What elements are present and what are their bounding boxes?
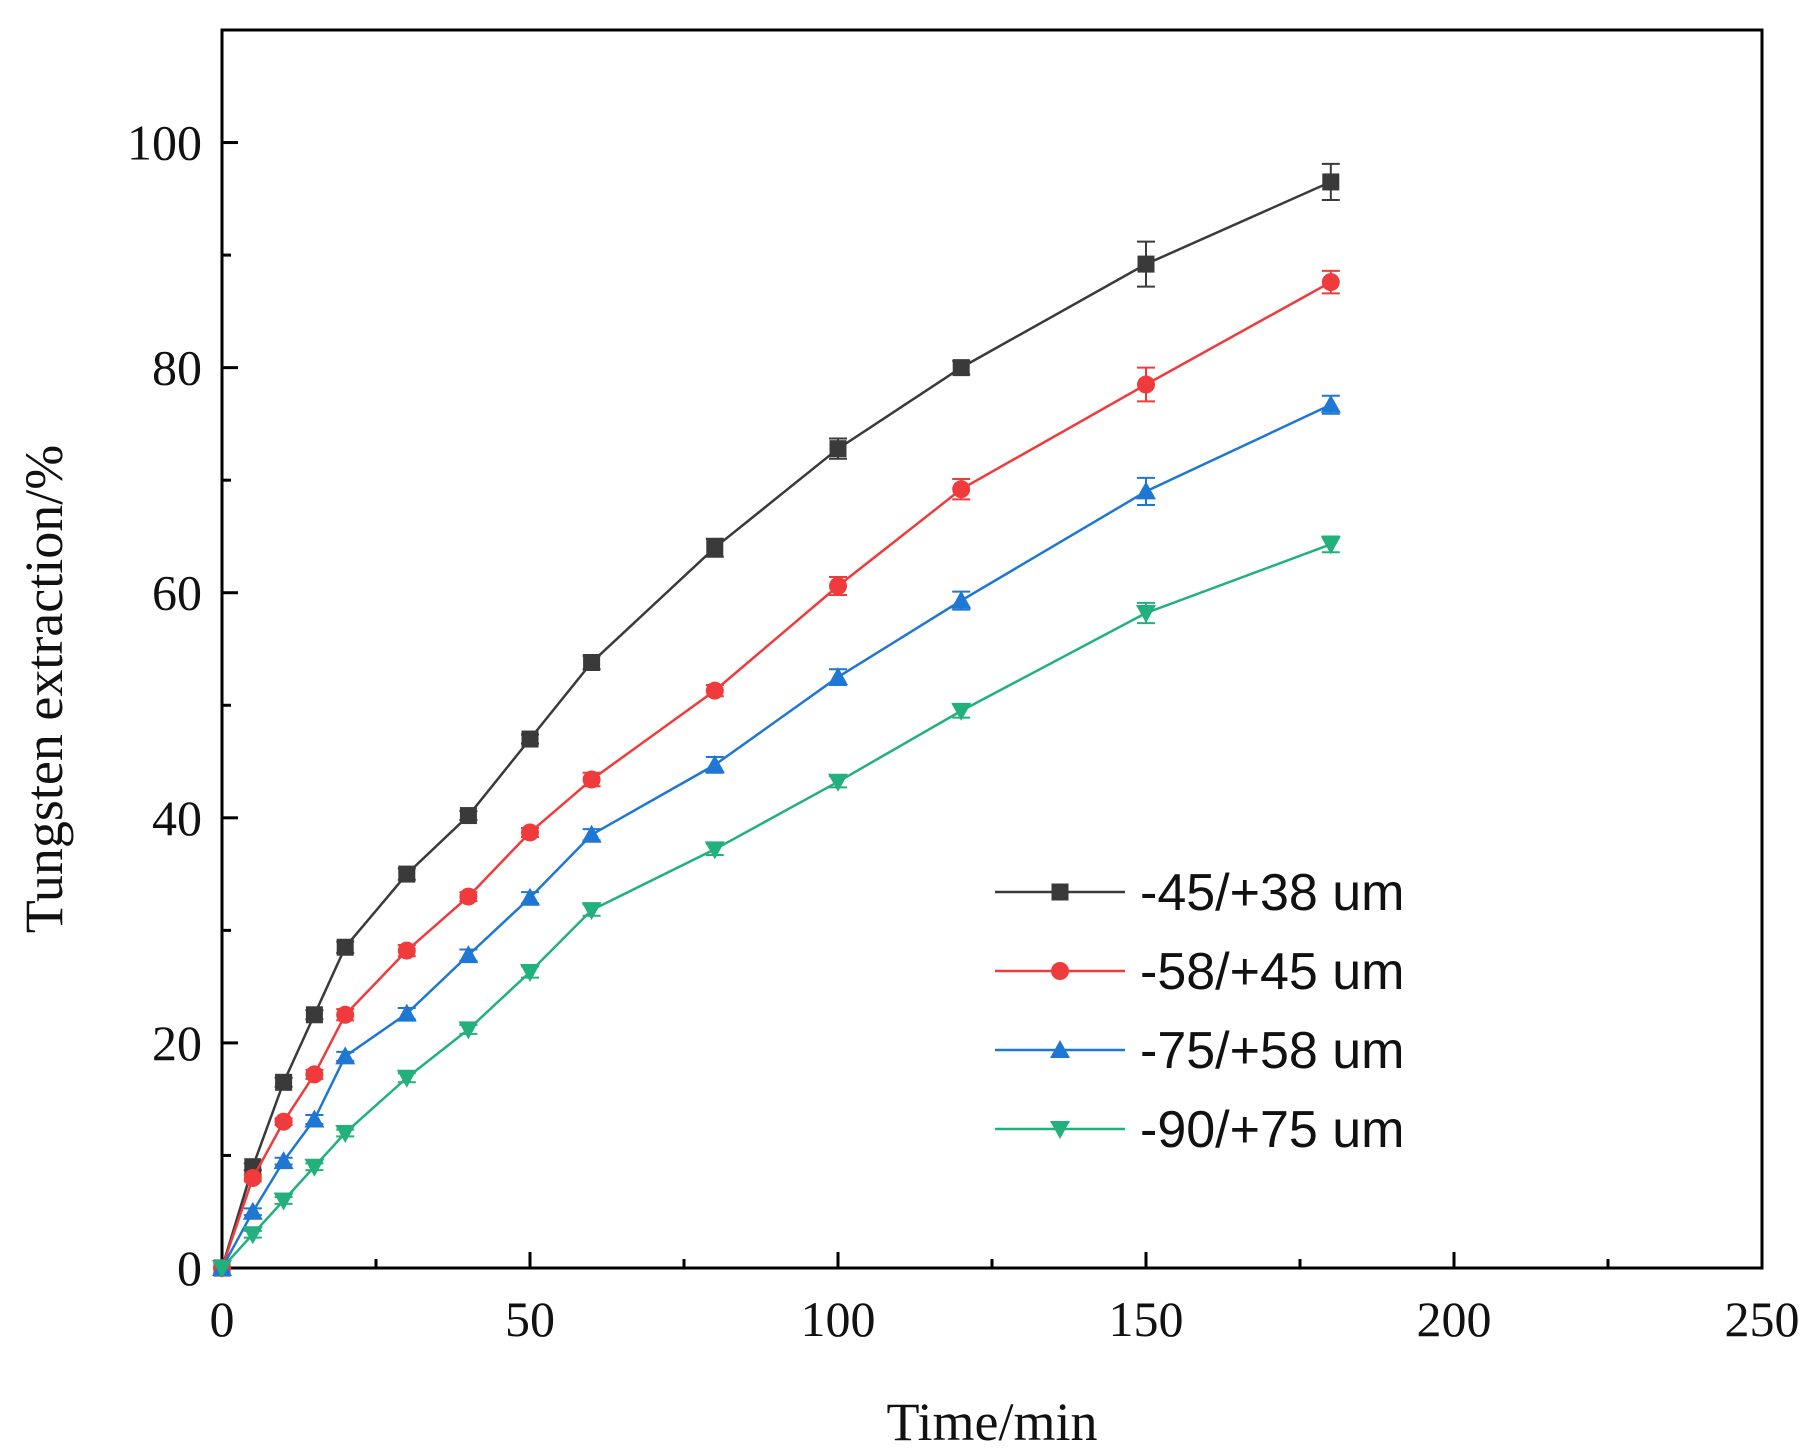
legend-label: -58/+45 um — [1140, 943, 1405, 1001]
data-point — [459, 807, 477, 825]
x-axis-title: Time/min — [886, 1392, 1097, 1452]
data-point — [521, 823, 539, 842]
x-tick-label: 250 — [1725, 1291, 1800, 1347]
data-point — [704, 841, 725, 860]
data-point — [1137, 255, 1155, 273]
data-point — [242, 1226, 263, 1245]
data-point — [1136, 481, 1156, 500]
data-point — [458, 945, 479, 964]
data-point — [396, 1069, 417, 1088]
legend-entry-4: -90/+75 um — [995, 1101, 1405, 1159]
legend-label: -75/+58 um — [1140, 1022, 1405, 1080]
data-point — [304, 1158, 325, 1177]
data-point — [583, 654, 601, 672]
data-point — [304, 1109, 325, 1128]
y-tick-label: 20 — [152, 1015, 202, 1071]
series-2 — [213, 269, 1340, 1277]
data-point — [398, 865, 416, 883]
data-point — [520, 887, 540, 906]
legend: -45/+38 um -58/+45 um -75/+58 um -90/+75 um — [995, 864, 1405, 1159]
data-point — [581, 902, 602, 921]
data-point — [336, 938, 354, 956]
y-axis-title: Tungsten extraction/% — [14, 445, 74, 933]
y-tick-label: 100 — [127, 115, 202, 171]
x-tick-label: 200 — [1417, 1291, 1492, 1347]
data-point — [274, 1112, 293, 1131]
data-point — [1321, 273, 1340, 292]
x-tick-label: 150 — [1109, 1291, 1184, 1347]
data-point — [581, 824, 602, 843]
data-point — [275, 1073, 293, 1091]
data-point — [828, 667, 848, 686]
data-point — [952, 359, 970, 377]
data-point — [212, 1260, 232, 1278]
data-point — [1320, 536, 1341, 555]
legend-entry-2: -58/+45 um — [995, 943, 1405, 1001]
series-3 — [212, 394, 1341, 1276]
legend-marker — [1051, 962, 1069, 980]
data-point — [458, 1021, 479, 1040]
data-point — [706, 539, 724, 557]
series-line — [220, 403, 1332, 1269]
legend-entry-3: -75/+58 um — [995, 1022, 1405, 1080]
legend-label: -45/+38 um — [1140, 864, 1405, 922]
legend-marker — [1050, 1121, 1070, 1139]
y-tick-label: 0 — [177, 1240, 202, 1296]
data-point — [829, 576, 847, 595]
x-tick-label: 0 — [210, 1291, 235, 1347]
y-tick-label: 60 — [152, 565, 202, 621]
data-point — [705, 681, 724, 700]
axes: 0 50 100 150 200 250 0 20 40 60 80 100 — [127, 28, 1800, 1347]
data-point — [520, 964, 540, 983]
data-point — [829, 440, 847, 458]
data-point — [828, 773, 848, 792]
series-line — [220, 281, 1332, 1269]
data-point — [1322, 173, 1340, 191]
data-point — [335, 1124, 356, 1143]
data-point — [459, 887, 478, 906]
data-point — [952, 480, 971, 499]
series-line — [220, 180, 1332, 1269]
data-point — [1137, 375, 1155, 394]
data-point — [396, 1003, 417, 1022]
data-point — [582, 770, 601, 789]
legend-label: -90/+75 um — [1140, 1101, 1405, 1159]
plot-frame — [220, 28, 1764, 1270]
x-tick-label: 100 — [801, 1291, 876, 1347]
data-point — [242, 1201, 263, 1220]
data-point — [273, 1192, 294, 1211]
data-point — [335, 1046, 356, 1065]
legend-marker — [1050, 1040, 1070, 1058]
series-layer — [212, 162, 1341, 1278]
x-tick-label: 50 — [505, 1291, 555, 1347]
y-tick-label: 40 — [152, 790, 202, 846]
series-4 — [212, 535, 1341, 1278]
data-point — [704, 754, 725, 773]
data-point — [305, 1065, 324, 1084]
data-point — [305, 1006, 323, 1024]
data-point — [1136, 604, 1156, 623]
data-point — [397, 941, 416, 960]
y-tick-label: 80 — [152, 340, 202, 396]
data-point — [273, 1151, 294, 1170]
data-point — [521, 730, 539, 748]
legend-marker — [1051, 883, 1069, 901]
data-point — [243, 1168, 262, 1187]
data-point — [1320, 394, 1341, 413]
data-point — [951, 702, 972, 721]
data-point — [951, 590, 972, 609]
legend-entry-1: -45/+38 um — [995, 864, 1405, 922]
data-point — [336, 1005, 355, 1024]
